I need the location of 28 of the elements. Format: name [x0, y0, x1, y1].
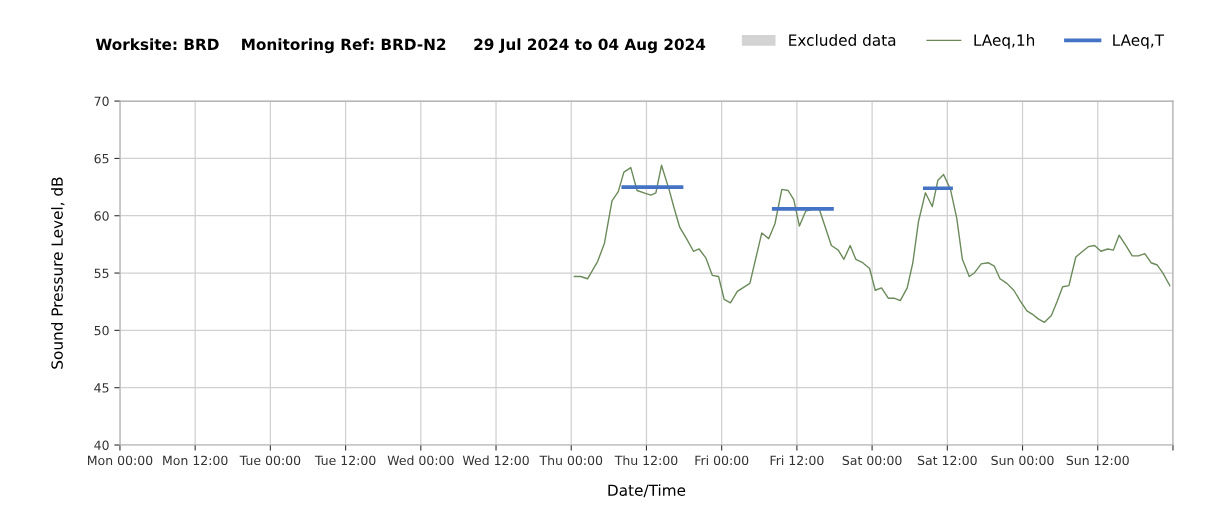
- x-axis-title: Date/Time: [608, 484, 686, 498]
- chart-title: Worksite: BRD Monitoring Ref: BRD-N2 29 Jul 2024 to 04 Aug 2024: [95, 38, 706, 54]
- x-tick-label: Tue 12:00: [314, 455, 376, 466]
- x-tick-label: Mon 12:00: [163, 455, 228, 466]
- y-tick-label: 65: [94, 153, 109, 164]
- x-tick-label: Wed 00:00: [387, 455, 454, 466]
- x-tick-label: Tue 00:00: [239, 455, 301, 466]
- y-tick-label: 60: [94, 211, 109, 221]
- x-tick-label: Fri 12:00: [770, 455, 824, 466]
- x-tick-label: Sat 12:00: [917, 455, 977, 466]
- x-tick-label: Sat 00:00: [842, 455, 902, 466]
- y-tick-label: 50: [94, 325, 109, 336]
- x-tick-label: Wed 12:00: [462, 455, 529, 466]
- y-tick-label: 45: [94, 383, 109, 393]
- legend-label: Excluded data: [789, 34, 896, 46]
- legend-label: LAeq,T: [1113, 34, 1165, 49]
- y-tick-label: 70: [94, 96, 109, 107]
- x-tick-label: Fri 00:00: [695, 455, 749, 466]
- x-tick-label: Sun 12:00: [1066, 455, 1129, 466]
- line-series: [573, 164, 1171, 324]
- x-tick-label: Sun 00:00: [991, 455, 1054, 466]
- y-tick-label: 40: [94, 440, 109, 450]
- legend-label: LAeq,1h: [974, 34, 1035, 49]
- x-tick-label: Mon 00:00: [88, 455, 153, 466]
- x-tick-label: Thu 00:00: [539, 455, 603, 466]
- y-tick-label: 55: [94, 268, 109, 278]
- x-tick-label: Thu 12:00: [614, 455, 678, 466]
- y-axis-title: Sound Pressure Level, dB: [51, 177, 65, 369]
